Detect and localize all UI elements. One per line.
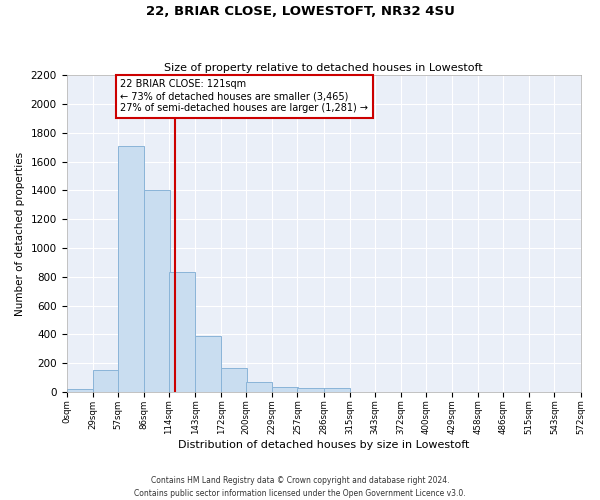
- X-axis label: Distribution of detached houses by size in Lowestoft: Distribution of detached houses by size …: [178, 440, 469, 450]
- Bar: [118, 146, 144, 392]
- Bar: [221, 368, 247, 392]
- Bar: [169, 272, 195, 392]
- Text: Contains HM Land Registry data © Crown copyright and database right 2024.
Contai: Contains HM Land Registry data © Crown c…: [134, 476, 466, 498]
- Bar: [272, 387, 298, 392]
- Bar: [298, 388, 323, 392]
- Bar: [323, 388, 350, 392]
- Text: 22 BRIAR CLOSE: 121sqm
← 73% of detached houses are smaller (3,465)
27% of semi-: 22 BRIAR CLOSE: 121sqm ← 73% of detached…: [121, 80, 368, 112]
- Bar: [246, 382, 272, 392]
- Bar: [92, 370, 119, 392]
- Bar: [67, 389, 92, 392]
- Text: 22, BRIAR CLOSE, LOWESTOFT, NR32 4SU: 22, BRIAR CLOSE, LOWESTOFT, NR32 4SU: [146, 5, 454, 18]
- Title: Size of property relative to detached houses in Lowestoft: Size of property relative to detached ho…: [164, 63, 483, 73]
- Bar: [144, 190, 170, 392]
- Y-axis label: Number of detached properties: Number of detached properties: [15, 152, 25, 316]
- Bar: [195, 336, 221, 392]
